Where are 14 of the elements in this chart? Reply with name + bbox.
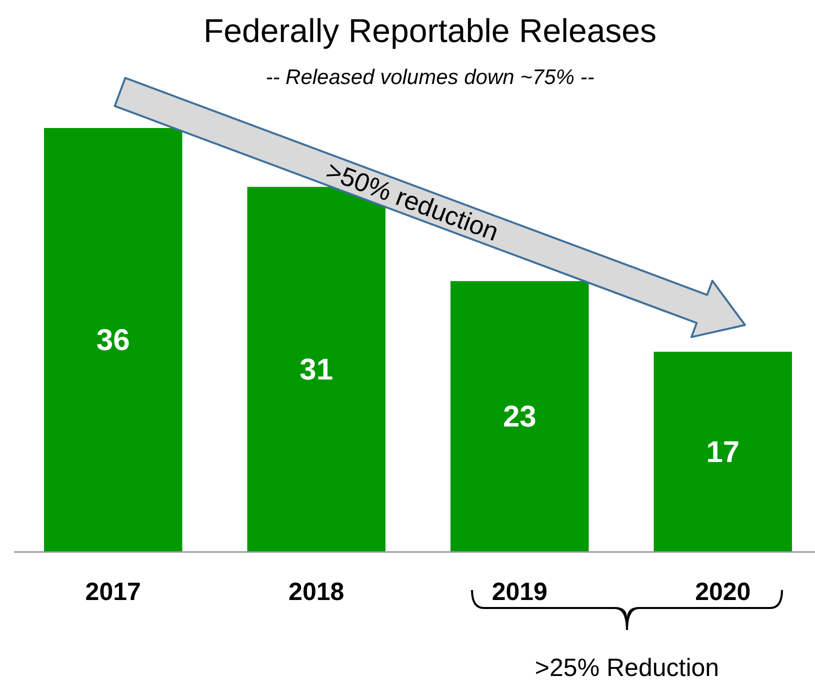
- text: >25% Reduction: [534, 654, 720, 682]
- bar: [654, 352, 792, 552]
- x-tick-label: 2018: [288, 578, 344, 606]
- x-tick-label: 2017: [85, 578, 141, 606]
- x-tick-label: 2019: [492, 578, 548, 606]
- data-label: 23: [502, 400, 536, 434]
- chart-title: Federally Reportable Releases: [203, 12, 657, 49]
- data-label: 31: [300, 353, 334, 386]
- x-tick-label: 2020: [695, 578, 751, 606]
- bar: [450, 281, 589, 552]
- data-label: 36: [96, 324, 130, 357]
- bar: [44, 128, 182, 552]
- chart-subtitle: -- Released volumes down ~75% --: [266, 66, 594, 89]
- data-label: 17: [706, 436, 740, 469]
